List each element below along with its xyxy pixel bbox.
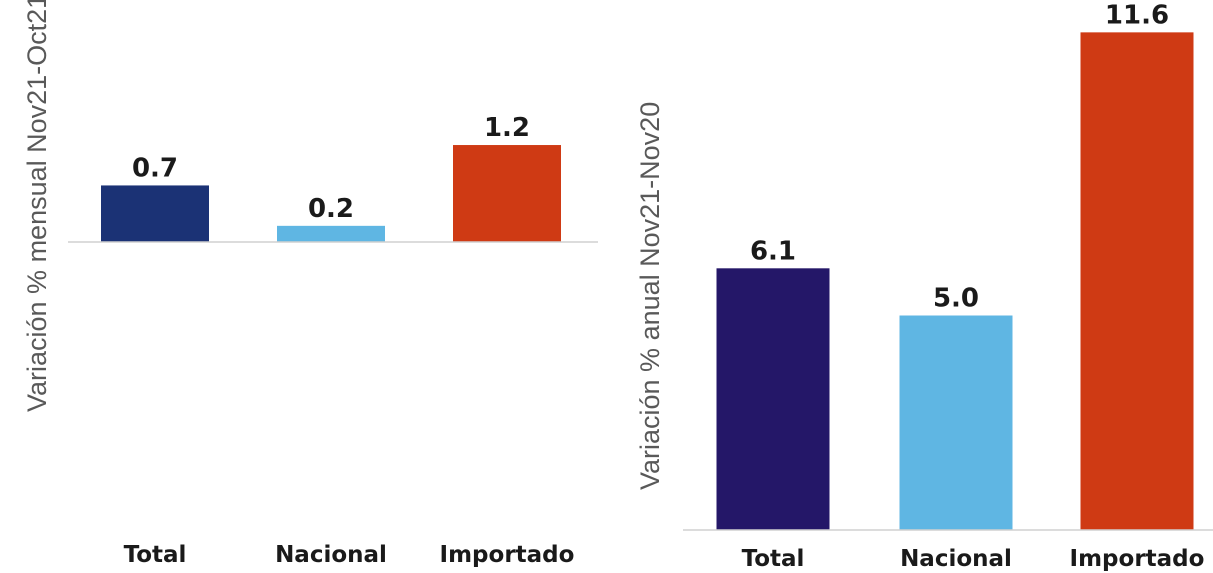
data-label-total: 6.1: [750, 236, 796, 266]
bar-importado: [1080, 32, 1194, 531]
bar-nacional: [899, 315, 1013, 530]
bars-group: [716, 32, 1194, 531]
monthly-variation-chart: Variación % mensual Nov21-Oct21 0.7 0.2 1.…: [22, 0, 598, 568]
bars-group: [101, 145, 561, 242]
annual-variation-chart: Variación % anual Nov21-Nov20 6.1 5.0 11.6…: [635, 0, 1213, 572]
data-label-nacional: 0.2: [308, 194, 354, 224]
data-labels-group: 6.1 5.0 11.6: [750, 0, 1169, 313]
category-label-nacional: Nacional: [275, 542, 387, 568]
category-label-nacional: Nacional: [900, 546, 1012, 572]
category-label-total: Total: [124, 542, 187, 568]
bar-nacional: [277, 225, 385, 242]
category-label-total: Total: [742, 546, 805, 572]
category-label-importado: Importado: [440, 542, 575, 568]
data-label-nacional: 5.0: [933, 284, 979, 314]
data-label-importado: 1.2: [484, 113, 530, 143]
bar-total: [101, 185, 209, 242]
y-axis-title: Variación % anual Nov21-Nov20: [635, 102, 665, 490]
category-labels-group: Total Nacional Importado: [124, 542, 575, 568]
data-label-importado: 11.6: [1105, 0, 1169, 30]
bar-total: [716, 268, 830, 530]
data-label-total: 0.7: [132, 153, 178, 183]
data-labels-group: 0.7 0.2 1.2: [132, 113, 530, 224]
category-label-importado: Importado: [1070, 546, 1205, 572]
bar-importado: [453, 145, 561, 242]
y-axis-title: Variación % mensual Nov21-Oct21: [22, 0, 52, 412]
category-labels-group: Total Nacional Importado: [742, 546, 1205, 572]
